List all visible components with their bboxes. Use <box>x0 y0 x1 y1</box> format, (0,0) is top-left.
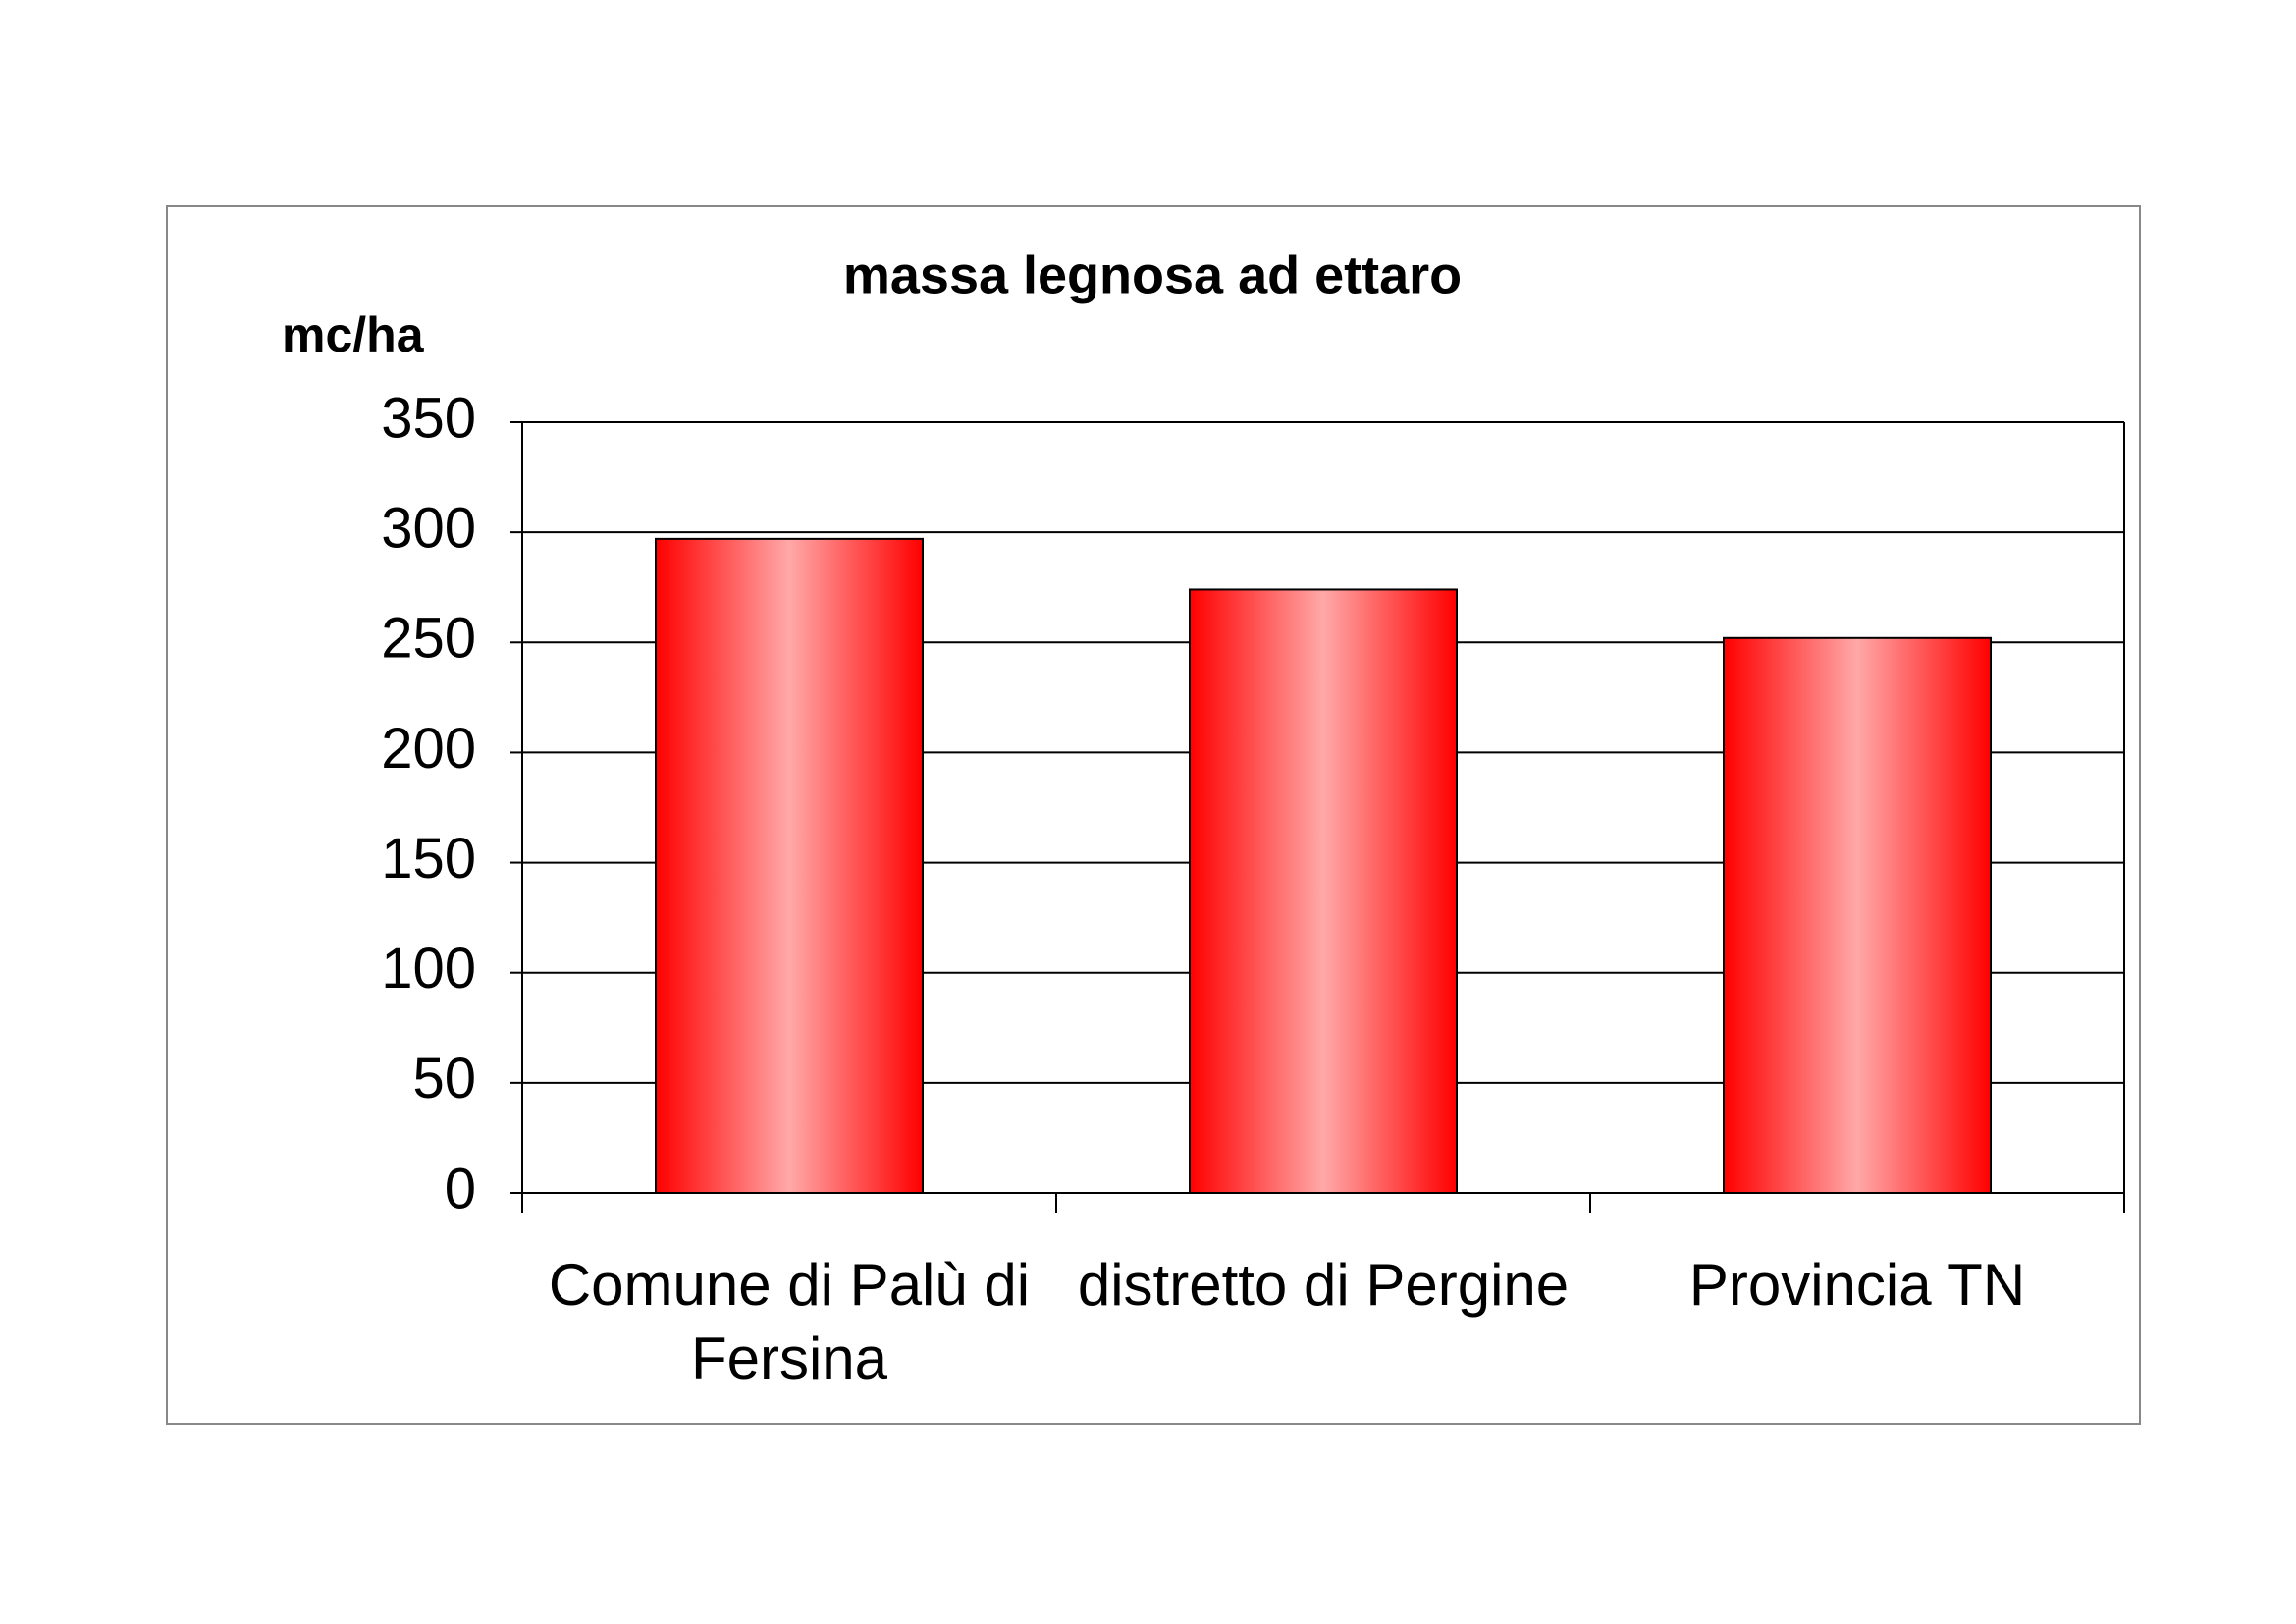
y-tick-label: 350 <box>381 386 476 450</box>
y-tick-label: 150 <box>381 827 476 891</box>
y-tick-label: 300 <box>381 496 476 560</box>
y-tick-label: 0 <box>445 1157 476 1220</box>
y-tick-label: 200 <box>381 717 476 781</box>
chart-title: massa legnosa ad ettaro <box>843 245 1462 304</box>
y-tick-label: 50 <box>412 1047 476 1110</box>
x-tick-label: Comune di Palù di Fersina <box>548 1252 1031 1391</box>
x-tick-label: Provincia TN <box>1688 1252 2026 1318</box>
bar <box>655 537 924 1194</box>
y-tick-label: 250 <box>381 607 476 671</box>
bar <box>1723 636 1992 1194</box>
x-tick-label: distretto di Pergine <box>1077 1252 1570 1318</box>
y-axis-label: mc/ha <box>282 307 425 362</box>
y-tick-label: 100 <box>381 937 476 1001</box>
bar <box>1189 588 1458 1194</box>
